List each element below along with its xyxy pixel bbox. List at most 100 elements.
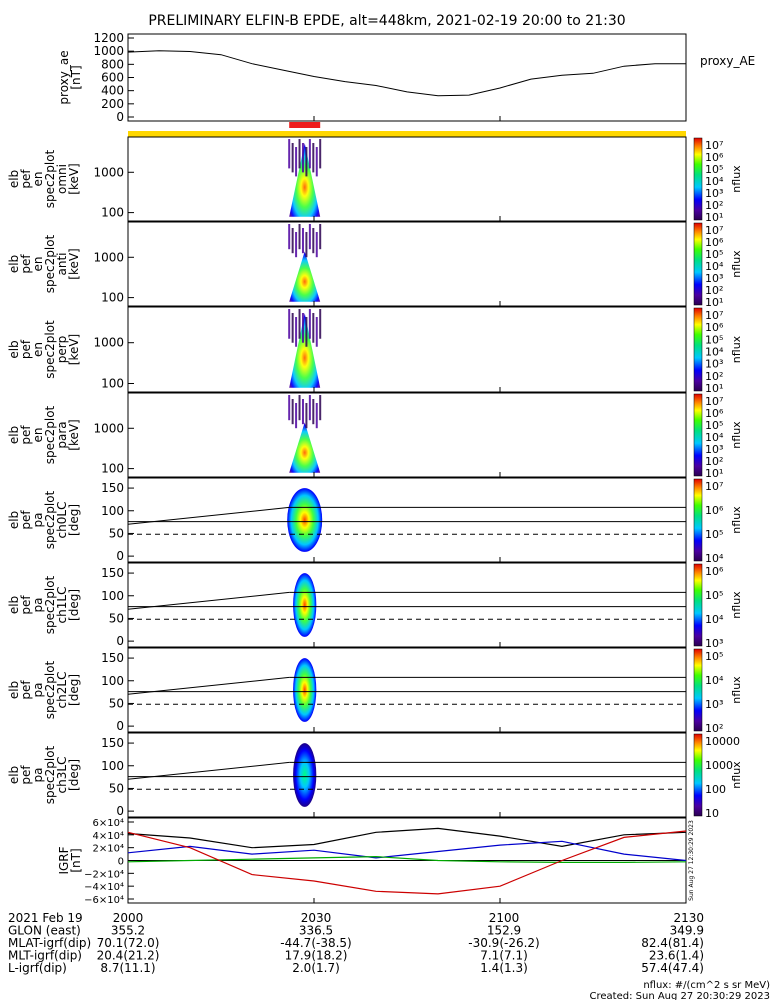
spectrogram-noise (301, 399, 304, 425)
spectrogram-noise (298, 224, 301, 250)
y-tick-label: 50 (109, 781, 124, 795)
y-axis-label: elb (7, 596, 21, 614)
y-tick-label: −2×10⁴ (84, 869, 124, 880)
colorbar-tick-label: 10⁷ (705, 395, 723, 408)
spectrogram-fill (289, 143, 321, 217)
colorbar-unit: nflux (730, 506, 743, 534)
y-tick-label: 1000 (93, 250, 124, 264)
footer-cell: 2.0(1.7) (292, 961, 340, 975)
colorbar-strip (693, 222, 703, 306)
spectrogram-para (288, 395, 322, 473)
colorbar-tick-label: 10¹ (705, 296, 723, 309)
y-tick-label: 0 (118, 857, 124, 868)
footer-cell: 336.5 (299, 924, 333, 938)
y-axis-label: IGRF (57, 846, 71, 874)
colorbar-tick-label: 10⁶ (705, 151, 724, 164)
spectrogram-noise (298, 395, 301, 421)
y-tick-label: 150 (101, 566, 124, 580)
spectrogram-noise (301, 143, 304, 173)
footer-cell: -30.9(-26.2) (468, 936, 539, 950)
colorbar: 10⁵ 10⁴ 10³ 10² nflux (693, 648, 743, 735)
colorbar-tick-label: 10³ (705, 187, 723, 200)
colorbar: 10⁷ 10⁶ 10⁵ 10⁴ nflux (693, 478, 743, 565)
colorbar-tick-label: 10⁷ (705, 309, 723, 322)
spectrogram-noise (319, 139, 322, 169)
y-axis-label: elb (7, 340, 21, 358)
y-tick-label: 0 (116, 634, 124, 648)
spectrogram-noise (308, 395, 311, 421)
y-axis-label: elb (7, 681, 21, 699)
pitch-angle-ch1 (127, 573, 686, 637)
footer-cell: 2021 Feb 19 (8, 911, 83, 925)
y-axis-label: pef (19, 765, 33, 785)
colorbar-tick-label: 10⁵ (705, 333, 723, 346)
spectrogram-noise (312, 399, 315, 425)
y-tick-label: 4×10⁴ (93, 831, 124, 842)
spectrogram-noise (295, 147, 298, 177)
y-tick-label: 600 (101, 71, 124, 85)
colorbar-tick-label: 10³ (705, 698, 723, 711)
colorbar-tick-label: 10⁴ (705, 431, 724, 444)
y-tick-label: 150 (101, 651, 124, 665)
y-axis-label: [nT] (69, 848, 83, 872)
spectrogram-noise (315, 317, 318, 347)
y-axis-label: spec2plot (43, 660, 57, 719)
colorbar-strip (693, 478, 703, 562)
y-axis-label: ch3LC (55, 757, 69, 794)
colorbar-tick-label: 100 (705, 783, 726, 796)
spectrogram-noise (319, 224, 322, 250)
colorbar-tick-label: 10³ (705, 443, 723, 456)
spectrogram-noise (315, 147, 318, 177)
y-axis-label: perp (55, 336, 69, 364)
y-tick-label: 1000 (93, 421, 124, 435)
y-tick-label: 100 (101, 291, 124, 305)
colorbar-tick-label: 10³ (705, 272, 723, 285)
colorbar-tick-label: 10² (705, 722, 723, 735)
colorbar-tick-label: 10⁴ (705, 346, 724, 359)
footer-cell: 1.4(1.3) (480, 961, 528, 975)
y-tick-label: 100 (101, 377, 124, 391)
y-axis-label: pef (19, 680, 33, 700)
spectrogram-omni (288, 139, 322, 217)
y-axis-label: en (31, 257, 45, 272)
y-axis-label: [keV] (67, 248, 81, 279)
y-axis-label: pef (19, 595, 33, 615)
y-axis-label: [deg] (67, 589, 81, 621)
colorbar-tick-label: 10⁵ (705, 419, 723, 432)
science-zone-bar (289, 122, 321, 128)
colorbar-tick-label: 10⁶ (705, 236, 724, 249)
y-tick-label: 50 (109, 526, 124, 540)
spectrogram-fill (289, 313, 321, 388)
panel-igrf: 6×10⁴ 4×10⁴ 2×10⁴ 0−2×10⁴ −4×10⁴ −6×10⁴ IGRF[n… (57, 817, 695, 906)
spectrogram-noise (295, 232, 298, 258)
y-axis-label: elb (7, 255, 21, 273)
y-axis-label: pef (19, 425, 33, 445)
colorbar-tick-label: 10⁴ (705, 175, 724, 188)
y-tick-label: 100 (101, 589, 124, 603)
spectrogram-noise (312, 228, 315, 254)
y-axis-label: pa (31, 768, 45, 783)
spectrogram-noise (308, 224, 311, 250)
colorbar-unit: nflux (730, 591, 743, 619)
y-axis-label: spec2plot (43, 234, 57, 293)
igrf-series-line-2 (127, 855, 687, 863)
spectrogram-noise (305, 317, 308, 347)
y-tick-label: 1200 (93, 31, 124, 45)
panel-frame (127, 732, 687, 818)
spectrogram-noise (308, 139, 311, 169)
footer-cell: 152.9 (487, 924, 521, 938)
footer-cell: 8.7(11.1) (100, 961, 155, 975)
y-axis-label: pef (19, 254, 33, 274)
colorbar-tick-label: 10⁷ (705, 139, 723, 152)
colorbar-tick-label: 10⁶ (705, 407, 724, 420)
y-axis-label: spec2plot (43, 745, 57, 804)
spectrogram-noise (315, 232, 318, 258)
footer-cell: 355.2 (111, 924, 145, 938)
footer-cell: 70.1(72.0) (97, 936, 160, 950)
y-axis-label: [keV] (67, 334, 81, 365)
spectrogram-perp (288, 309, 322, 388)
panel-frame (127, 562, 687, 648)
y-tick-label: 0 (116, 719, 124, 733)
